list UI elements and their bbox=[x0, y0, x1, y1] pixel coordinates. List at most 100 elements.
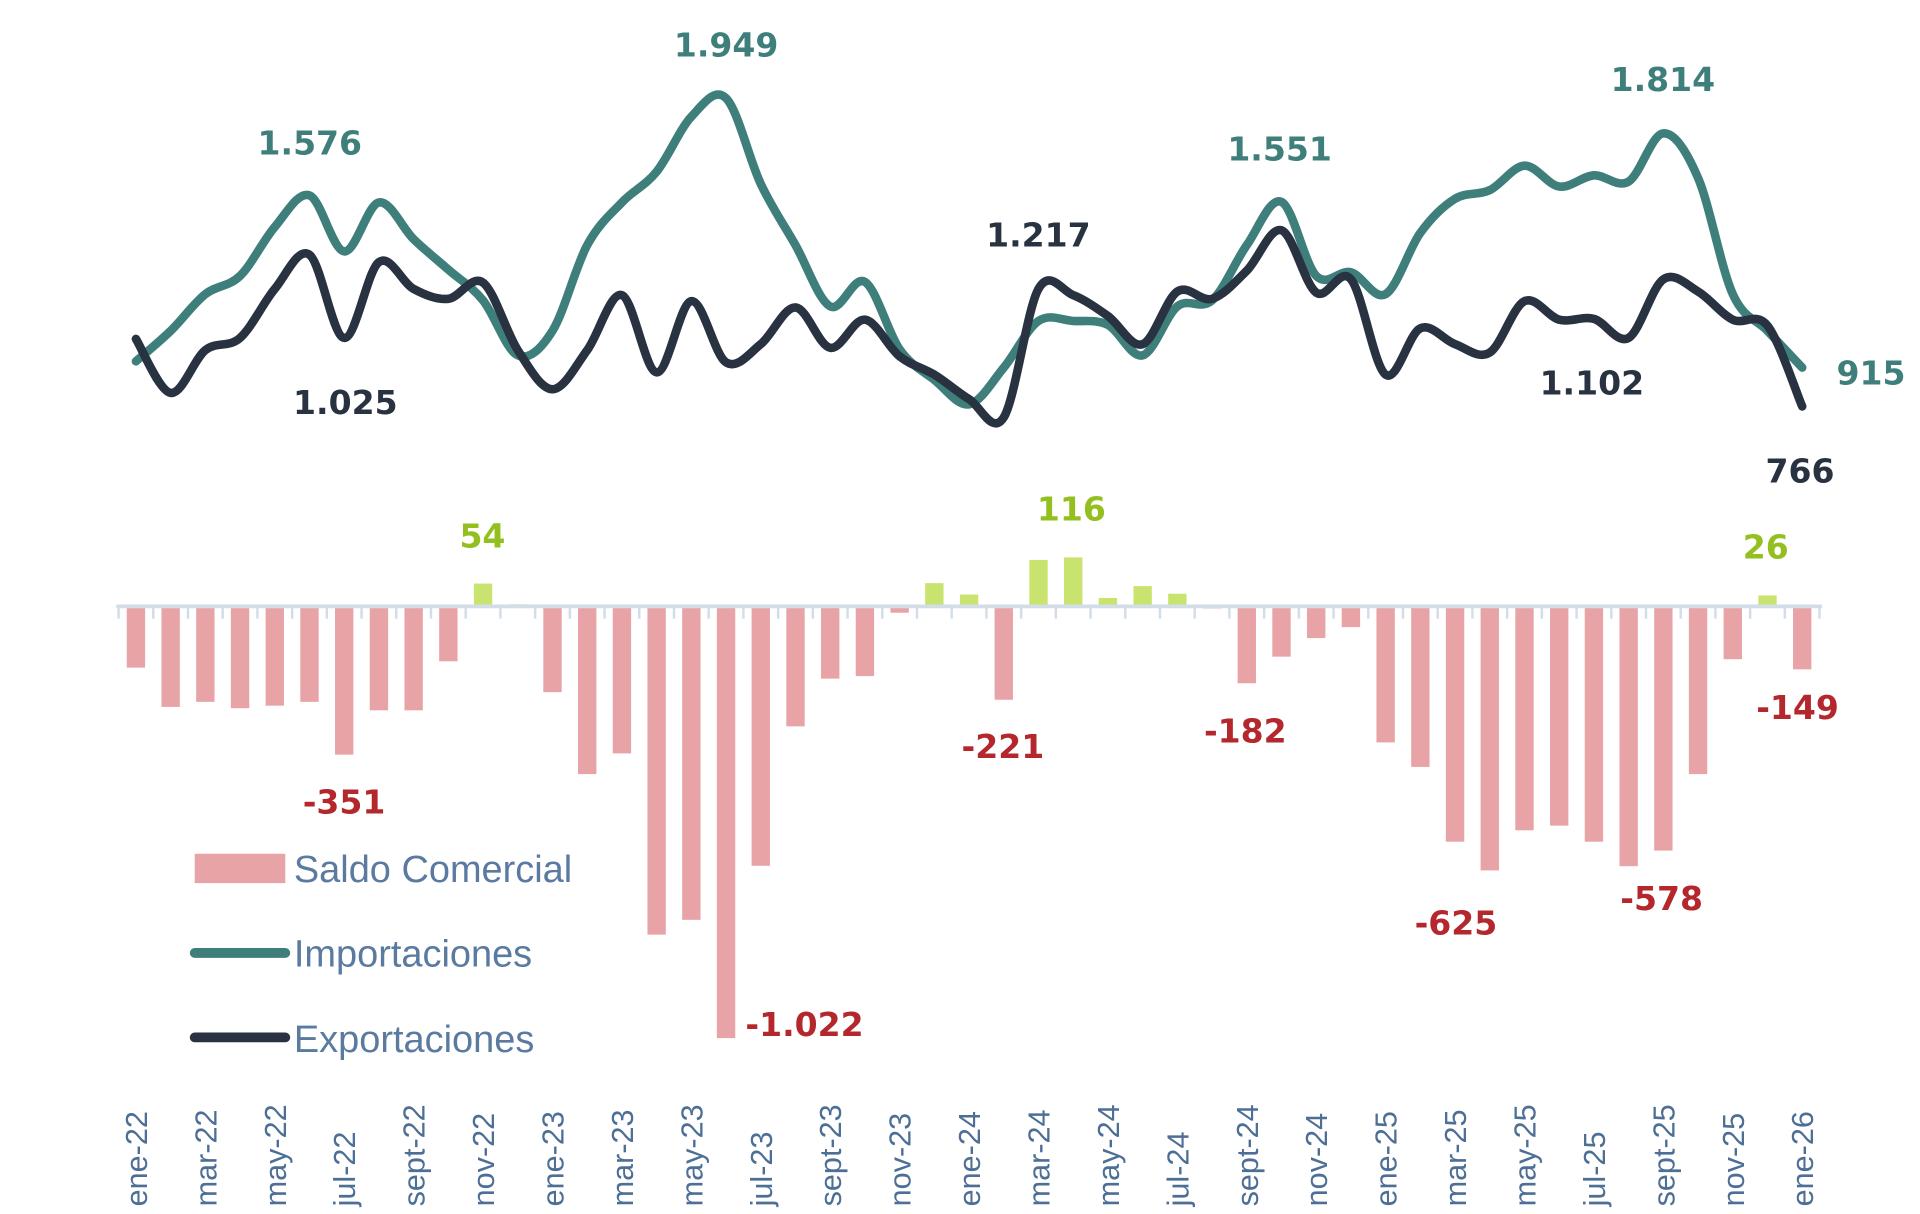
x-tick-label: ene-23 bbox=[537, 1111, 571, 1206]
bar-nov-25 bbox=[1723, 606, 1742, 660]
x-axis-labels: ene-22 mar-22 may-22 jul-22 sept-22 nov-22 ene… bbox=[120, 1104, 1820, 1207]
bar-label-positive: 116 bbox=[1037, 490, 1106, 529]
bar-mar-22 bbox=[196, 606, 215, 702]
bar-sept-23 bbox=[821, 606, 840, 679]
x-tick-label: mar-22 bbox=[189, 1109, 223, 1206]
bar-label-negative: -625 bbox=[1415, 904, 1498, 943]
bar-nov-23 bbox=[890, 606, 909, 613]
x-tick-label: jul-22 bbox=[328, 1132, 362, 1208]
bar-label-negative: -578 bbox=[1620, 879, 1703, 918]
bars-layer bbox=[126, 557, 1812, 1039]
x-axis-ticks bbox=[117, 606, 1821, 619]
bar-abr-22 bbox=[230, 606, 250, 709]
x-tick-label: mar-23 bbox=[606, 1109, 640, 1206]
x-tick-label: may-23 bbox=[675, 1104, 709, 1206]
x-tick-label: ene-26 bbox=[1786, 1111, 1820, 1206]
bar-sept-22 bbox=[404, 606, 423, 711]
bar-sept-24 bbox=[1237, 606, 1256, 684]
bar-may-23 bbox=[682, 606, 701, 920]
bar-abr-23 bbox=[647, 606, 666, 935]
x-tick-label: ene-24 bbox=[953, 1111, 987, 1206]
bar-ago-23 bbox=[786, 606, 805, 727]
bar-feb-24 bbox=[994, 606, 1013, 700]
bar-mar-25 bbox=[1445, 606, 1465, 842]
legend-swatch-saldo bbox=[194, 853, 286, 884]
x-tick-label: mar-24 bbox=[1023, 1109, 1057, 1206]
bar-oct-25 bbox=[1688, 606, 1708, 775]
bar-oct-23 bbox=[855, 606, 875, 677]
import-label: 1.576 bbox=[258, 124, 363, 163]
lines-layer bbox=[131, 90, 1807, 428]
bar-label-negative: -182 bbox=[1204, 711, 1287, 750]
bar-jul-23 bbox=[751, 606, 770, 866]
bar-jun-23 bbox=[716, 606, 736, 1039]
import-label: 1.949 bbox=[674, 26, 779, 65]
bar-abr-24 bbox=[1064, 557, 1083, 607]
bar-label-positive: 26 bbox=[1743, 528, 1789, 567]
x-tick-label: may-25 bbox=[1509, 1104, 1543, 1206]
export-label: 766 bbox=[1766, 452, 1835, 491]
legend: Saldo Comercial Importaciones Exportacio… bbox=[189, 849, 572, 1061]
imports-line bbox=[131, 90, 1807, 409]
x-tick-label: nov-23 bbox=[884, 1113, 918, 1207]
bar-nov-22 bbox=[473, 583, 493, 607]
bar-label-negative: -1.022 bbox=[745, 1005, 863, 1044]
legend-label-imports: Importaciones bbox=[294, 933, 532, 975]
bar-ene-22 bbox=[126, 606, 146, 668]
bar-feb-25 bbox=[1411, 606, 1430, 767]
x-tick-label: jul-24 bbox=[1161, 1132, 1195, 1208]
bar-abr-25 bbox=[1480, 606, 1499, 871]
x-tick-label: ene-25 bbox=[1370, 1111, 1404, 1206]
bar-may-24 bbox=[1098, 597, 1118, 607]
bar-ene-23 bbox=[543, 606, 562, 693]
x-tick-label: may-24 bbox=[1092, 1104, 1126, 1206]
x-tick-label: nov-25 bbox=[1717, 1113, 1751, 1207]
bar-oct-24 bbox=[1272, 606, 1291, 657]
bar-label-positive: 54 bbox=[459, 517, 505, 556]
bar-ago-25 bbox=[1619, 606, 1638, 867]
exports-line bbox=[131, 226, 1807, 428]
x-tick-label: mar-25 bbox=[1439, 1109, 1473, 1206]
bar-mar-24 bbox=[1029, 559, 1048, 607]
bar-dic-24 bbox=[1341, 606, 1361, 628]
x-tick-label: nov-24 bbox=[1300, 1113, 1334, 1207]
import-label: 1.551 bbox=[1227, 130, 1332, 169]
x-tick-label: jul-23 bbox=[745, 1132, 779, 1208]
legend-label-exports: Exportaciones bbox=[294, 1019, 534, 1061]
export-label: 1.217 bbox=[986, 215, 1091, 254]
bar-may-25 bbox=[1515, 606, 1534, 831]
bar-dic-25 bbox=[1758, 595, 1777, 607]
bar-may-22 bbox=[265, 606, 284, 706]
bar-label-negative: -149 bbox=[1756, 688, 1839, 727]
bar-label-negative: -221 bbox=[962, 727, 1045, 766]
export-label: 1.025 bbox=[293, 383, 398, 422]
bar-oct-22 bbox=[439, 606, 458, 662]
bar-ene-25 bbox=[1376, 606, 1395, 743]
x-tick-label: sept-24 bbox=[1231, 1104, 1265, 1206]
x-tick-label: nov-22 bbox=[467, 1113, 501, 1207]
bar-ago-22 bbox=[369, 606, 389, 711]
x-tick-label: may-22 bbox=[259, 1104, 293, 1206]
bar-jul-24 bbox=[1168, 593, 1187, 607]
x-tick-label: jul-25 bbox=[1578, 1132, 1612, 1208]
x-tick-label: sept-22 bbox=[398, 1104, 432, 1206]
bar-jun-22 bbox=[300, 606, 319, 702]
bar-jun-25 bbox=[1550, 606, 1569, 826]
bar-ene-26 bbox=[1793, 606, 1812, 670]
x-tick-label: ene-22 bbox=[120, 1111, 154, 1206]
bar-ene-24 bbox=[959, 594, 979, 607]
bar-label-negative: -351 bbox=[303, 782, 386, 821]
bar-dic-23 bbox=[925, 583, 944, 607]
bar-jul-25 bbox=[1584, 606, 1604, 842]
x-tick-label: sept-25 bbox=[1647, 1104, 1681, 1206]
bar-jul-22 bbox=[335, 606, 354, 755]
bar-sept-25 bbox=[1654, 606, 1673, 851]
x-tick-label: sept-23 bbox=[814, 1104, 848, 1206]
bar-feb-23 bbox=[578, 606, 597, 775]
import-label: 1.814 bbox=[1611, 60, 1716, 99]
bar-mar-23 bbox=[612, 606, 632, 754]
bar-feb-22 bbox=[161, 606, 180, 707]
bar-nov-24 bbox=[1307, 606, 1326, 639]
legend-label-saldo: Saldo Comercial bbox=[294, 849, 572, 891]
